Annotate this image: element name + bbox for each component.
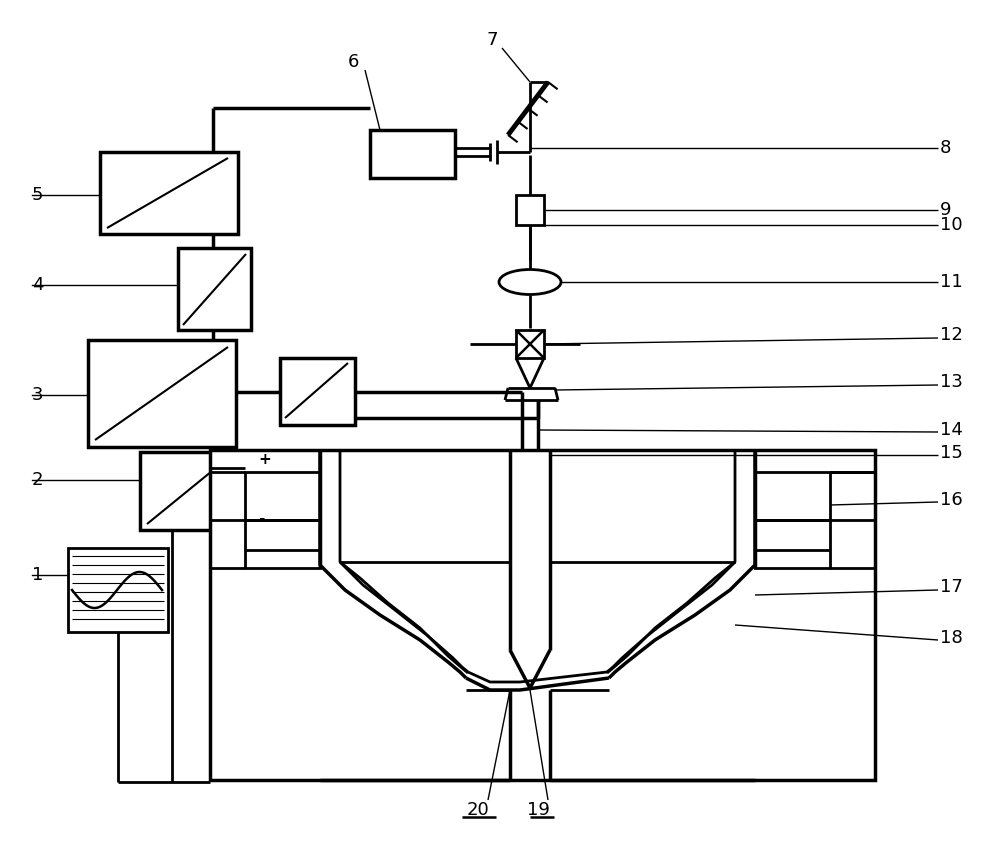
Text: 19: 19 [527, 801, 549, 819]
Bar [280, 358, 355, 425]
Bar [100, 152, 238, 234]
Text: 8: 8 [940, 139, 951, 157]
Bar [245, 520, 320, 568]
Bar [516, 330, 544, 358]
Text: 18: 18 [940, 629, 963, 647]
Text: 15: 15 [940, 444, 963, 462]
Text: 10: 10 [940, 216, 963, 234]
Text: 13: 13 [940, 373, 963, 391]
Text: 16: 16 [940, 491, 963, 509]
Text: 1: 1 [32, 566, 43, 584]
Bar [755, 472, 830, 520]
Bar [210, 450, 875, 780]
Ellipse shape [499, 269, 561, 295]
Text: 5: 5 [32, 186, 44, 204]
Bar [88, 340, 236, 447]
Text: 3: 3 [32, 386, 44, 404]
Text: 7: 7 [486, 31, 498, 49]
Bar [68, 548, 168, 632]
Text: +: + [258, 452, 271, 467]
Text: 12: 12 [940, 326, 963, 344]
Text: 4: 4 [32, 276, 44, 294]
Text: 2: 2 [32, 471, 44, 489]
Bar [755, 520, 830, 568]
Bar [516, 195, 544, 225]
Text: 11: 11 [940, 273, 963, 291]
Bar [245, 472, 320, 520]
Text: 9: 9 [940, 201, 952, 219]
Bar [140, 452, 255, 530]
Text: -: - [258, 510, 264, 525]
Text: 17: 17 [940, 578, 963, 596]
Text: 20: 20 [467, 801, 489, 819]
Bar [370, 130, 455, 178]
Text: 6: 6 [348, 53, 359, 71]
Text: 14: 14 [940, 421, 963, 439]
Bar [178, 248, 251, 330]
